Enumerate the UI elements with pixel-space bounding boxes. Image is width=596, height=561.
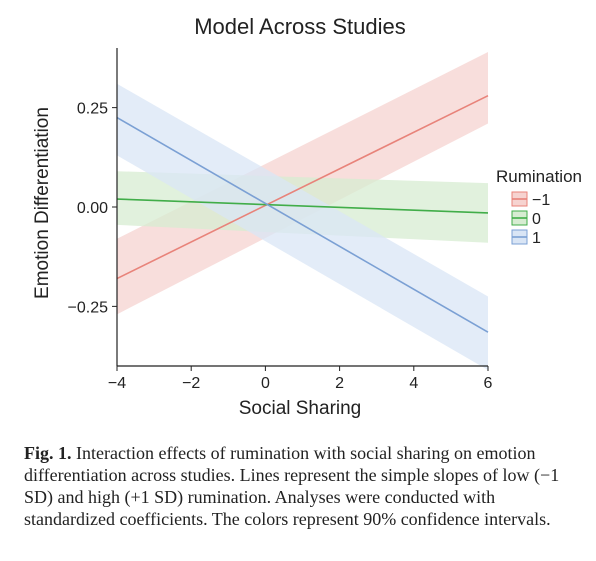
x-tick-label: 6 (484, 375, 493, 392)
caption-label: Fig. 1. (24, 443, 72, 463)
legend-title: Rumination (496, 167, 582, 186)
axis-ticks: −4 −2 0 2 4 6 0.25 0.00 −0.25 (68, 101, 493, 392)
series-line-2 (116, 116, 489, 333)
figure: Model Across Studies −4 −2 0 2 4 6 0.25 0.00 −0.… (32, 14, 582, 419)
x-axis-title: Social Sharing (239, 398, 362, 419)
x-tick-label: −2 (182, 375, 200, 392)
confidence-bands (117, 51, 488, 370)
y-tick-label: 0.25 (77, 101, 108, 118)
x-tick-label: 4 (409, 375, 418, 392)
legend-label-0: −1 (532, 192, 550, 209)
legend: Rumination −1 0 1 (496, 167, 582, 247)
x-tick-label: 2 (335, 375, 344, 392)
series-line-1 (116, 198, 489, 214)
legend-label-1: 0 (532, 211, 541, 228)
caption-text: Interaction effects of rumination with s… (24, 443, 560, 529)
chart-title: Model Across Studies (194, 14, 406, 39)
y-tick-label: −0.25 (68, 299, 109, 316)
y-axis-title: Emotion Differentiation (32, 107, 53, 299)
chart: Model Across Studies −4 −2 0 2 4 6 0.25 0.00 −0.… (32, 14, 582, 419)
y-tick-label: 0.00 (77, 200, 108, 217)
legend-label-2: 1 (532, 230, 541, 247)
ci-band-2 (117, 83, 488, 370)
x-tick-label: −4 (108, 375, 126, 392)
figure-caption: Fig. 1. Interaction effects of ruminatio… (24, 442, 586, 530)
series-lines (116, 94, 489, 333)
x-tick-label: 0 (261, 375, 270, 392)
series-line-0 (116, 94, 489, 280)
